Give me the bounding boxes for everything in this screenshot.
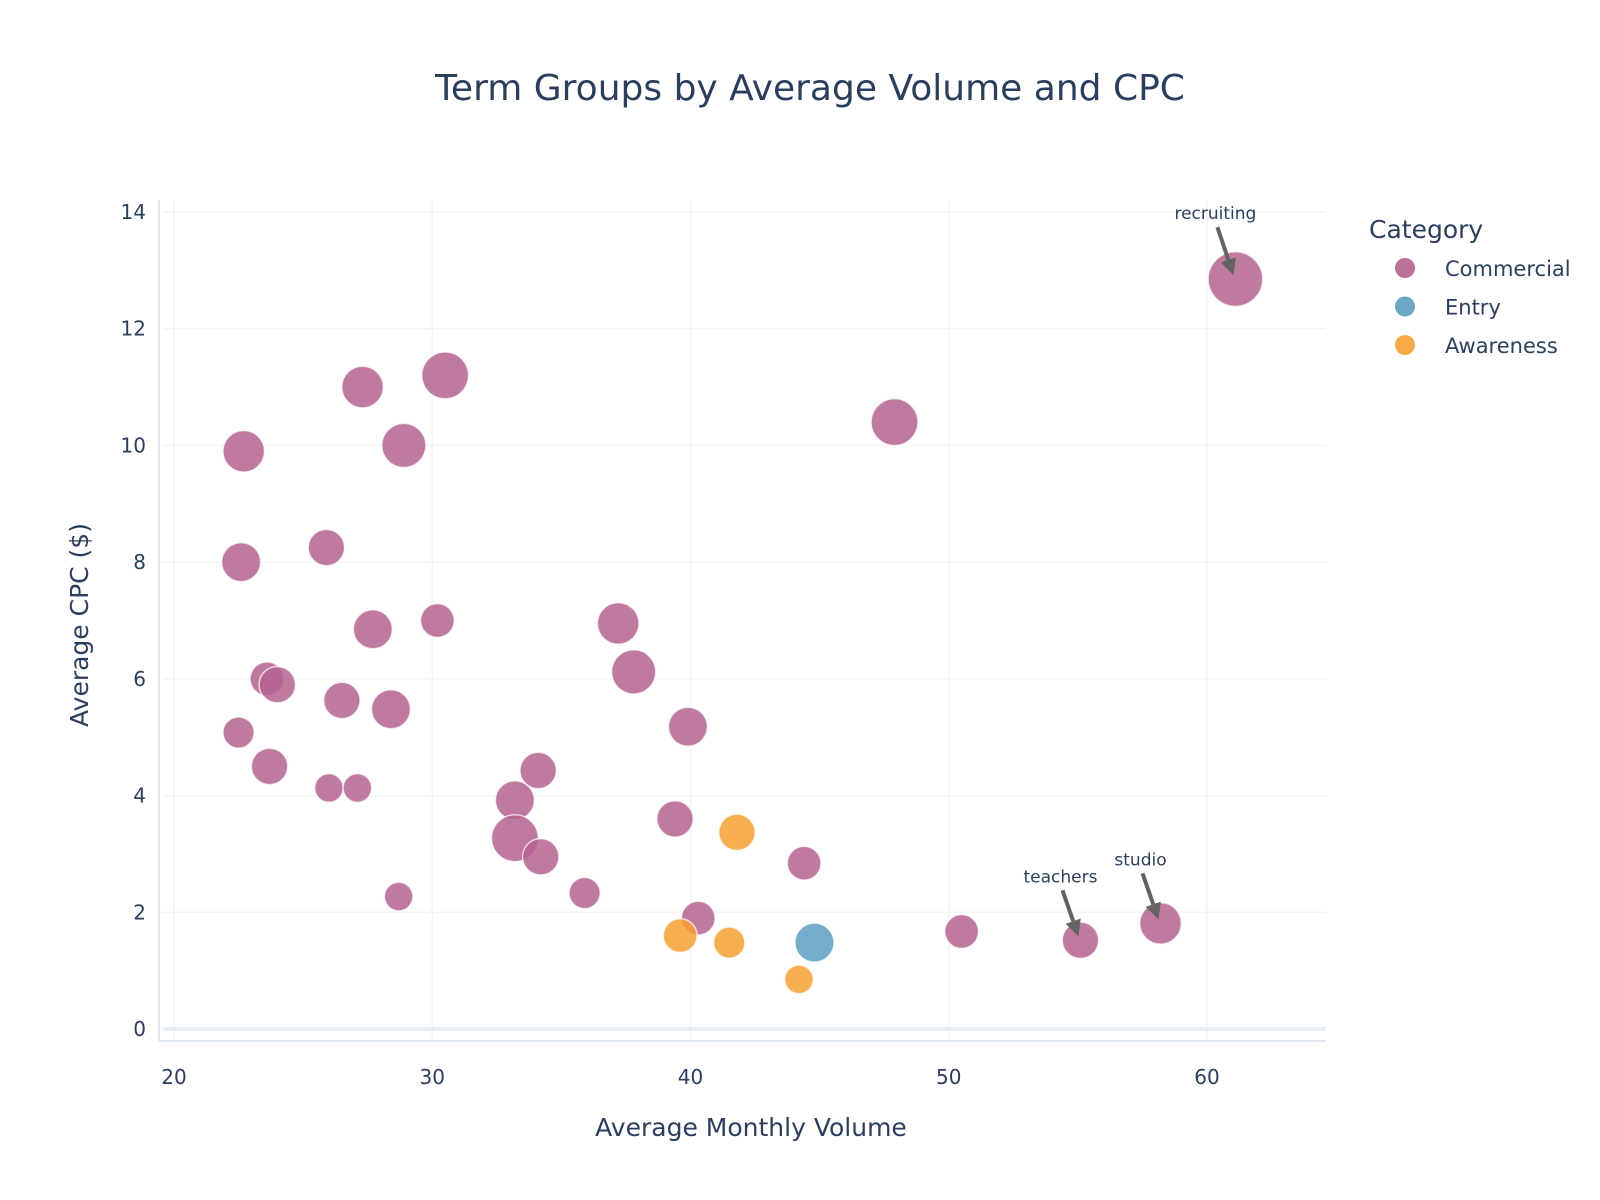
x-tick-label: 30 bbox=[420, 1065, 445, 1089]
annotation-arrowhead bbox=[1145, 901, 1161, 920]
data-point bbox=[307, 528, 346, 567]
data-point bbox=[494, 779, 536, 821]
annotation: studio bbox=[1114, 850, 1167, 920]
x-tick-label: 50 bbox=[936, 1065, 961, 1089]
data-point bbox=[352, 609, 394, 650]
data-point bbox=[596, 601, 640, 645]
data-point bbox=[568, 876, 601, 910]
data-point bbox=[662, 917, 698, 954]
chart-title: Term Groups by Average Volume and CPC bbox=[434, 68, 1185, 109]
y-tick-label: 10 bbox=[121, 433, 146, 457]
x-tick-label: 60 bbox=[1194, 1065, 1219, 1089]
annotation: recruiting bbox=[1174, 204, 1256, 276]
data-point bbox=[380, 422, 427, 469]
legend-title: Category bbox=[1369, 215, 1483, 244]
data-point bbox=[222, 716, 255, 749]
series-commercial bbox=[220, 251, 1264, 960]
data-point bbox=[383, 881, 414, 912]
data-point bbox=[419, 602, 456, 639]
legend-label: Entry bbox=[1445, 296, 1501, 320]
annotation-arrow-shaft bbox=[1060, 889, 1076, 922]
data-point bbox=[220, 541, 262, 583]
annotation-arrow-shaft bbox=[1140, 872, 1156, 905]
y-tick-label: 6 bbox=[133, 667, 146, 691]
data-point bbox=[342, 772, 373, 804]
data-point bbox=[258, 665, 297, 704]
annotations: recruiting teachers studio bbox=[1023, 204, 1256, 937]
annotation-label: teachers bbox=[1023, 867, 1097, 887]
series-entry bbox=[794, 922, 835, 963]
data-point bbox=[370, 688, 412, 730]
data-point bbox=[656, 799, 694, 838]
data-point bbox=[1138, 901, 1183, 945]
data-point bbox=[322, 681, 361, 720]
legend-marker bbox=[1395, 296, 1415, 317]
data-point bbox=[519, 751, 558, 790]
data-point bbox=[783, 964, 815, 995]
x-axis-title: Average Monthly Volume bbox=[595, 1113, 907, 1142]
legend: Category Commercial Entry Awareness bbox=[1369, 215, 1571, 358]
annotation: teachers bbox=[1023, 867, 1098, 937]
data-point bbox=[521, 837, 560, 876]
annotation-arrow-shaft bbox=[1215, 226, 1231, 261]
axes: 20 30 40 50 60 0 2 4 6 8 10 12 14 bbox=[121, 200, 1326, 1089]
data-point bbox=[718, 813, 756, 852]
x-tick-label: 40 bbox=[678, 1065, 703, 1089]
data-point bbox=[421, 351, 470, 400]
x-tick-label: 20 bbox=[161, 1065, 186, 1089]
annotation-label: studio bbox=[1114, 850, 1166, 870]
annotation-label: recruiting bbox=[1174, 204, 1256, 224]
y-tick-label: 12 bbox=[121, 317, 146, 341]
series-awareness bbox=[662, 813, 815, 995]
y-axis-title: Average CPC ($) bbox=[65, 523, 94, 727]
data-point bbox=[667, 706, 709, 747]
annotation-arrowhead bbox=[1065, 918, 1081, 937]
data-point bbox=[250, 747, 289, 786]
data-point bbox=[944, 913, 980, 950]
data-point bbox=[222, 429, 266, 473]
grid bbox=[163, 200, 1326, 1041]
data-point bbox=[870, 397, 919, 447]
legend-marker bbox=[1395, 258, 1415, 278]
legend-item-entry: Entry bbox=[1395, 296, 1501, 320]
y-tick-label: 14 bbox=[121, 200, 146, 224]
legend-item-awareness: Awareness bbox=[1395, 334, 1558, 358]
legend-label: Commercial bbox=[1445, 257, 1571, 281]
data-point bbox=[1061, 921, 1100, 960]
data-points bbox=[220, 251, 1264, 995]
legend-marker bbox=[1395, 335, 1415, 355]
y-tick-label: 2 bbox=[133, 900, 146, 924]
data-point bbox=[340, 365, 385, 409]
legend-label: Awareness bbox=[1445, 334, 1558, 358]
data-point bbox=[712, 926, 746, 959]
legend-item-commercial: Commercial bbox=[1395, 257, 1571, 281]
y-tick-label: 0 bbox=[133, 1017, 146, 1041]
y-tick-label: 8 bbox=[133, 550, 146, 574]
data-point bbox=[313, 772, 345, 804]
data-point bbox=[610, 649, 657, 695]
y-tick-label: 4 bbox=[133, 784, 146, 808]
data-point bbox=[794, 922, 835, 963]
data-point bbox=[786, 845, 822, 881]
annotation-arrowhead bbox=[1220, 257, 1236, 276]
data-point bbox=[1207, 251, 1264, 308]
